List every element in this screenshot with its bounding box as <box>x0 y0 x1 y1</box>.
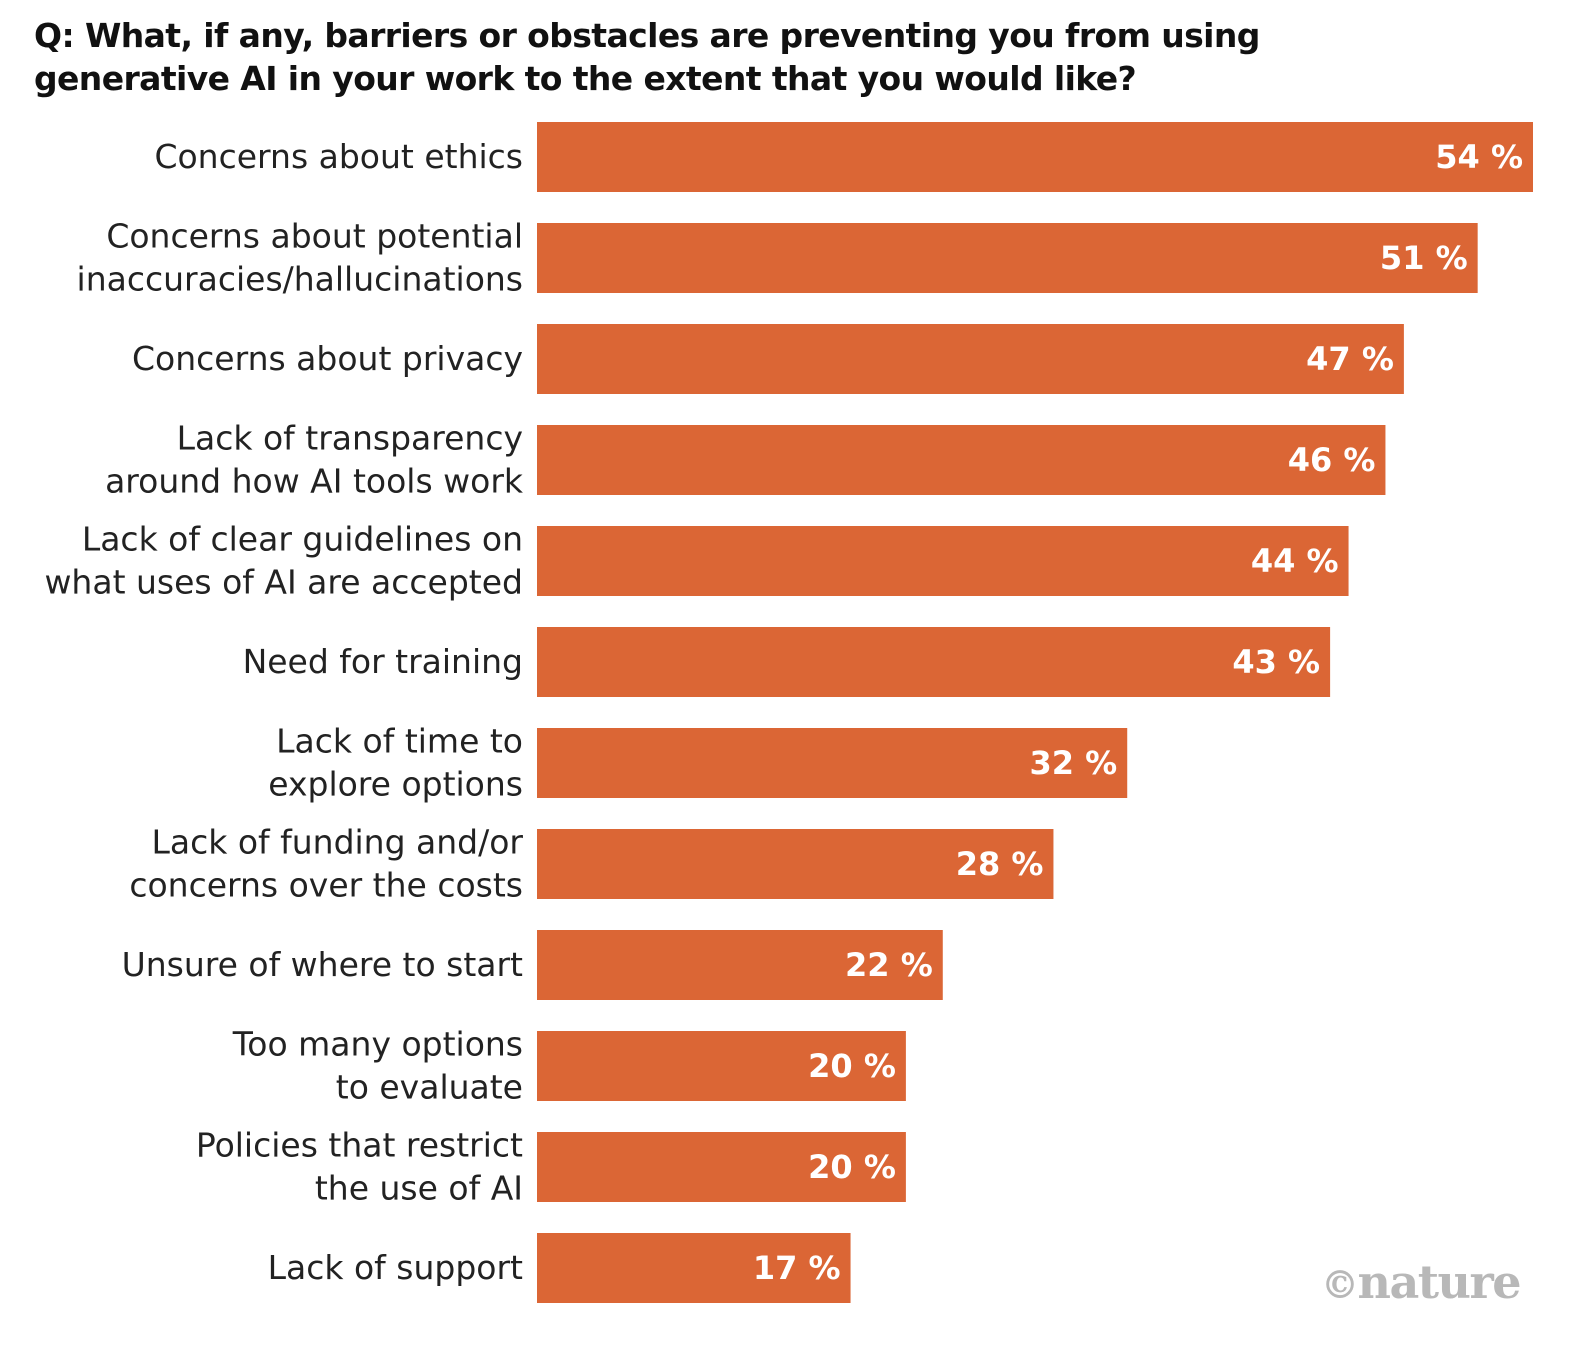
category-label: Policies that restrict the use of AI <box>196 1126 523 1208</box>
bar <box>537 1031 906 1101</box>
category-label: Need for training <box>243 642 523 681</box>
value-label: 51 % <box>1380 239 1468 277</box>
value-label: 54 % <box>1435 138 1523 176</box>
value-label: 17 % <box>753 1249 841 1287</box>
category-label: Concerns about ethics <box>154 137 523 176</box>
value-label: 28 % <box>956 845 1044 883</box>
bar <box>537 1132 906 1202</box>
category-label: Unsure of where to start <box>122 945 523 984</box>
category-label: Too many options to evaluate <box>232 1025 523 1107</box>
bar <box>537 526 1349 596</box>
bar <box>537 829 1054 899</box>
bar <box>537 627 1331 697</box>
category-label: Concerns about potential inaccuracies/hal… <box>77 217 523 299</box>
category-label: Lack of transparency around how AI tools … <box>105 419 524 501</box>
value-label: 44 % <box>1251 542 1339 580</box>
bar <box>537 728 1128 798</box>
value-label: 47 % <box>1306 340 1394 378</box>
chart-title: Q: What, if any, barriers or obstacles a… <box>34 16 1260 98</box>
value-label: 46 % <box>1288 441 1376 479</box>
value-label: 20 % <box>808 1047 896 1085</box>
category-label: Lack of clear guidelines on what uses of … <box>44 520 523 602</box>
value-label: 43 % <box>1232 643 1320 681</box>
value-label: 22 % <box>845 946 933 984</box>
value-label: 32 % <box>1029 744 1117 782</box>
nature-logo: ©nature <box>1321 1255 1520 1309</box>
bar <box>537 930 943 1000</box>
bar <box>537 324 1404 394</box>
category-label: Lack of support <box>268 1248 523 1287</box>
bar <box>537 223 1478 293</box>
category-label: Lack of funding and/or concerns over the … <box>129 823 523 905</box>
category-label: Lack of time to explore options <box>268 722 523 804</box>
category-label: Concerns about privacy <box>132 339 523 378</box>
bar <box>537 425 1386 495</box>
value-label: 20 % <box>808 1148 896 1186</box>
bar <box>537 122 1533 192</box>
bars-layer: 54 % Concerns about ethics 51 % Concerns ab… <box>44 122 1533 1303</box>
bar <box>537 1233 851 1303</box>
